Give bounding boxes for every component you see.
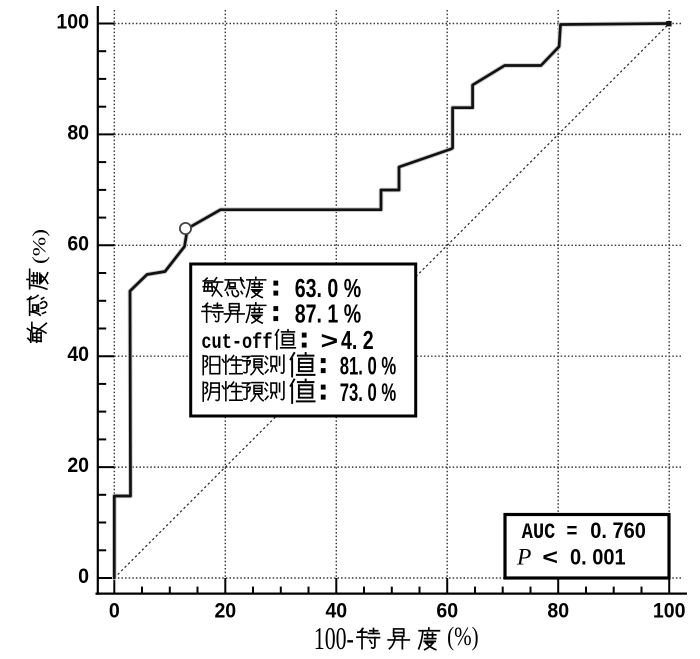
svg-text:40: 40 (67, 343, 89, 367)
svg-text:4. 2: 4. 2 (341, 325, 374, 354)
svg-text:40: 40 (325, 599, 347, 623)
svg-text:60: 60 (436, 599, 458, 623)
svg-text:100-: 100- (314, 622, 354, 656)
svg-text:20: 20 (67, 454, 89, 478)
svg-text:100: 100 (56, 10, 89, 34)
svg-text:100: 100 (653, 599, 686, 623)
svg-text:60: 60 (67, 232, 89, 256)
svg-text:20: 20 (214, 599, 236, 623)
svg-text:87. 1 %: 87. 1 % (295, 299, 361, 328)
svg-text:>: > (320, 329, 338, 357)
svg-text:63. 0 %: 63. 0 % (295, 273, 361, 302)
svg-text:cut-off: cut-off (201, 330, 272, 354)
svg-text:0. 001: 0. 001 (570, 545, 626, 570)
svg-text:0. 760: 0. 760 (590, 519, 646, 544)
svg-text:81. 0 %: 81. 0 % (340, 352, 397, 380)
svg-text:80: 80 (67, 121, 89, 145)
svg-text:P: P (516, 545, 531, 571)
svg-text:0: 0 (78, 565, 89, 589)
svg-text:0: 0 (109, 599, 120, 623)
svg-text:(%): (%) (447, 623, 479, 652)
svg-text:(%): (%) (30, 229, 51, 264)
svg-text:80: 80 (547, 599, 569, 623)
svg-text:<: < (542, 547, 558, 572)
svg-text:73. 0 %: 73. 0 % (340, 378, 397, 406)
svg-text:AUC =: AUC = (522, 521, 578, 546)
